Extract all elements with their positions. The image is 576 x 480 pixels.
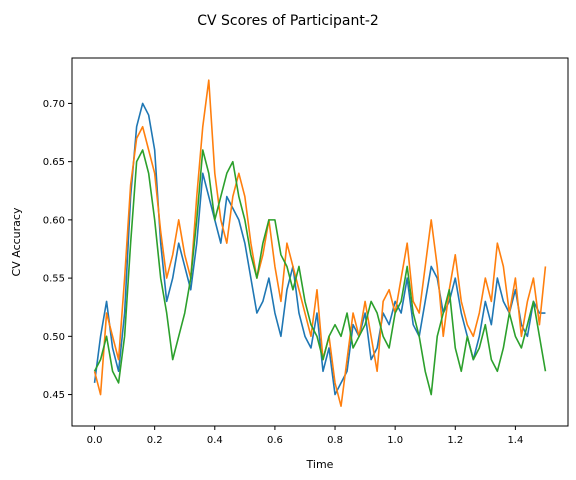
x-axis-label: Time: [306, 458, 334, 471]
series-line-3: [93, 149, 547, 396]
y-axis-label: CV Accuracy: [10, 207, 23, 276]
x-tick-label: 0.6: [267, 435, 283, 446]
y-tick-label: 0.50: [43, 332, 65, 343]
y-tick-label: 0.70: [43, 99, 65, 110]
x-tick-label: 1.2: [447, 435, 463, 446]
x-tick-label: 0.2: [147, 435, 163, 446]
chart-title: CV Scores of Participant-2: [197, 13, 379, 29]
y-tick-label: 0.65: [43, 157, 65, 168]
x-tick-label: 0.4: [207, 435, 223, 446]
y-tick-label: 0.55: [43, 274, 65, 285]
x-tick-label: 0.0: [87, 435, 103, 446]
series-line-2: [93, 79, 547, 408]
x-tick-label: 1.0: [387, 435, 403, 446]
x-tick-label: 0.8: [327, 435, 343, 446]
series-layer: [93, 79, 547, 408]
x-axis: 0.0 0.2 0.4 0.6 0.8 1.0 1.2 1.4: [87, 426, 523, 446]
y-tick-label: 0.45: [43, 390, 65, 401]
plot-frame: [71, 57, 569, 427]
plot-area: [71, 57, 569, 427]
y-tick-label: 0.60: [43, 215, 65, 226]
x-tick-label: 1.4: [507, 435, 523, 446]
y-axis: 0.45 0.50 0.55 0.60 0.65 0.70: [43, 99, 72, 401]
